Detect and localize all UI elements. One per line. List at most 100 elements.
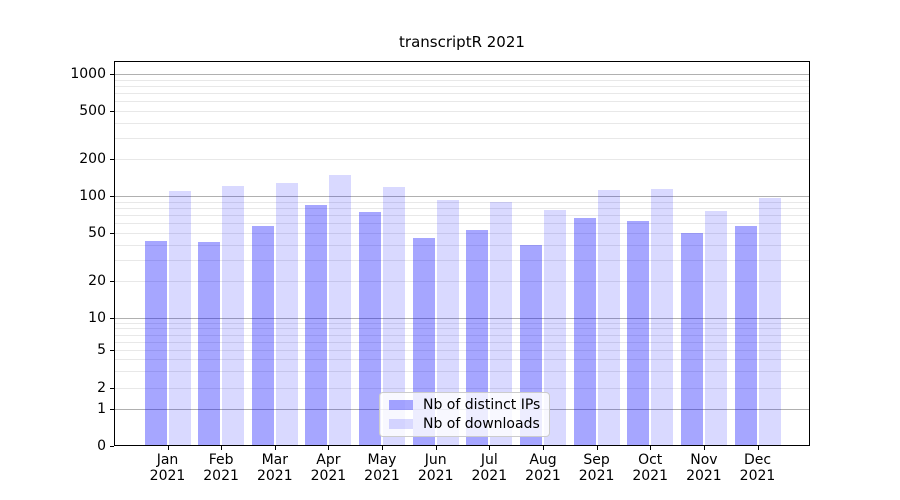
legend-label-downloads: Nb of downloads	[423, 416, 540, 432]
x-tick-label: Aug 2021	[512, 452, 574, 484]
x-tick-label: Jul 2021	[458, 452, 520, 484]
x-tick-year: 2021	[739, 468, 776, 484]
minor-gridline	[114, 328, 810, 330]
legend-swatch-distinct-ips	[389, 400, 413, 410]
major-gridline	[114, 74, 810, 75]
bar-downloads-jun	[436, 199, 459, 446]
y-tick-mark	[110, 233, 114, 234]
x-tick-label: May 2021	[351, 452, 413, 484]
y-tick-label: 200	[79, 151, 106, 168]
y-tick-label: 100	[79, 188, 106, 204]
x-tick-month: Feb	[208, 452, 234, 468]
x-tick-year: 2021	[149, 468, 186, 484]
legend-item-distinct-ips: Nb of distinct IPs	[389, 397, 540, 413]
legend-swatch-downloads	[389, 419, 413, 429]
x-tick-mark	[543, 446, 544, 450]
y-tick-mark	[110, 74, 114, 75]
bar-ips-jan	[144, 240, 167, 446]
legend: Nb of distinct IPs Nb of downloads	[379, 392, 551, 437]
x-tick-month: Aug	[529, 452, 557, 468]
x-tick-month: Jan	[156, 452, 179, 468]
y-tick-mark	[110, 159, 114, 160]
x-tick-month: Nov	[690, 452, 718, 468]
x-tick-label: Dec 2021	[727, 452, 789, 484]
minor-gridline	[114, 110, 810, 112]
minor-gridline	[114, 244, 810, 246]
minor-gridline	[114, 201, 810, 203]
major-gridline	[114, 196, 810, 197]
bar-downloads-feb	[222, 185, 245, 446]
bar-ips-may	[359, 212, 381, 446]
bar-downloads-apr	[329, 174, 352, 446]
y-tick-mark	[110, 409, 114, 410]
x-tick-month: Jul	[480, 452, 498, 468]
y-tick-mark	[110, 111, 114, 112]
y-tick-label: 0	[97, 438, 106, 454]
minor-gridline	[114, 207, 810, 209]
y-tick-mark	[110, 196, 114, 197]
minor-gridline	[114, 85, 810, 87]
bar-ips-dec	[734, 225, 757, 446]
minor-gridline	[114, 137, 810, 139]
legend-label-distinct-ips: Nb of distinct IPs	[423, 397, 541, 413]
legend-item-downloads: Nb of downloads	[389, 416, 540, 432]
bar-ips-sep	[573, 218, 596, 446]
y-tick-label: 50	[88, 224, 106, 241]
bar-ips-nov	[680, 232, 703, 446]
x-tick-label: Jun 2021	[405, 452, 467, 484]
y-tick-mark	[110, 388, 114, 389]
minor-gridline	[114, 214, 810, 216]
minor-gridline	[114, 341, 810, 343]
bar-downloads-may	[383, 186, 405, 446]
minor-gridline	[114, 79, 810, 81]
x-tick-month: Apr	[316, 452, 341, 468]
x-tick-mark	[489, 446, 491, 450]
minor-gridline	[114, 223, 810, 225]
minor-gridline	[114, 92, 810, 94]
x-tick-month: Sep	[583, 452, 610, 468]
minor-gridline	[114, 322, 810, 324]
bar-downloads-nov	[704, 210, 727, 446]
x-tick-month: Jun	[424, 452, 447, 468]
bar-downloads-aug	[544, 209, 566, 446]
x-tick-label: Jan 2021	[137, 452, 199, 484]
minor-gridline	[114, 159, 810, 161]
y-tick-label: 5	[97, 342, 106, 358]
chart-title: transcriptR 2021	[399, 33, 525, 51]
y-tick-label: 20	[88, 273, 106, 290]
bar-downloads-sep	[597, 190, 620, 446]
x-tick-label: Nov 2021	[673, 452, 735, 484]
y-tick-label: 1000	[70, 66, 106, 82]
x-tick-year: 2021	[310, 468, 347, 484]
y-tick-mark	[110, 281, 114, 282]
x-tick-year: 2021	[686, 468, 722, 484]
minor-gridline	[114, 334, 810, 336]
x-tick-mark	[703, 446, 705, 450]
x-tick-year: 2021	[364, 468, 400, 484]
y-tick-label: 10	[88, 310, 106, 326]
x-tick-month: Dec	[743, 452, 772, 468]
x-tick-mark	[757, 446, 759, 450]
x-tick-mark	[274, 446, 276, 450]
x-tick-month: Oct	[638, 452, 663, 468]
x-tick-month: Mar	[261, 452, 288, 468]
bar-downloads-jan	[168, 191, 191, 446]
x-tick-label: Mar 2021	[244, 452, 306, 484]
y-tick-label: 500	[79, 102, 106, 119]
minor-gridline	[114, 122, 810, 124]
bar-ips-oct	[627, 221, 650, 446]
y-tick-label: 2	[97, 380, 106, 396]
x-tick-label: Sep 2021	[566, 452, 628, 484]
bar-downloads-mar	[275, 182, 298, 446]
x-tick-mark	[382, 446, 383, 450]
y-tick-mark	[110, 446, 114, 447]
x-tick-year: 2021	[632, 468, 668, 484]
x-tick-month: May	[367, 452, 397, 468]
x-tick-mark	[596, 446, 598, 450]
bar-ips-feb	[198, 242, 221, 446]
minor-gridline	[114, 359, 810, 361]
x-tick-year: 2021	[578, 468, 615, 484]
bar-downloads-jul	[490, 201, 513, 446]
x-tick-mark	[167, 446, 169, 450]
